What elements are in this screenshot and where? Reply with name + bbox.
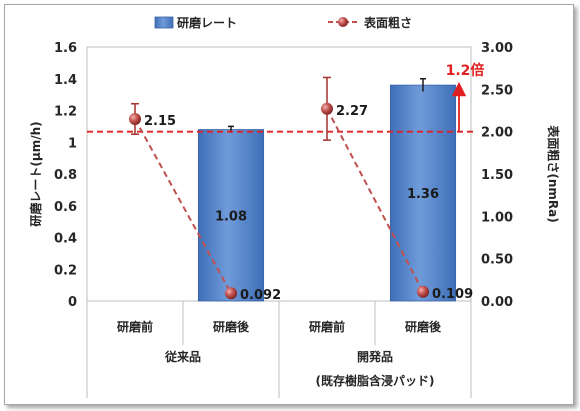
y-left-axis-title: 研磨レート(μm/h)	[28, 121, 43, 226]
y-right-tick-label: 2.00	[481, 126, 513, 141]
y-left-ticks: 0 0.2 0.4 0.6 0.8 1 1.2 1.4 1.6	[54, 41, 77, 310]
y-right-tick-label: 0.50	[481, 253, 513, 268]
y-right-tick-label: 1.00	[481, 210, 513, 225]
y-left-tick-label: 0.2	[54, 263, 77, 278]
y-left-tick-label: 0.6	[54, 200, 77, 215]
line-data-label: 0.109	[432, 287, 473, 302]
y-right-ticks: 0.00 0.50 1.00 1.50 2.00 2.50 3.00	[481, 41, 513, 310]
line-point	[321, 102, 333, 115]
legend-line-marker	[338, 17, 348, 27]
line-point	[225, 287, 237, 300]
line-segment	[134, 118, 232, 294]
legend-line-label: 表面粗さ	[363, 15, 412, 30]
y-right-tick-label: 0.00	[481, 295, 513, 310]
y-right-tick-label: 1.50	[481, 168, 513, 183]
ratio-annotation: 1.2倍	[446, 62, 485, 132]
category-label: 研磨前	[117, 319, 153, 334]
y-left-tick-label: 0.8	[54, 168, 77, 183]
line-point	[417, 285, 429, 298]
group-label: 従来品	[164, 349, 201, 364]
category-label: 研磨後	[213, 319, 250, 334]
y-left-tick-label: 1.6	[54, 41, 77, 56]
line-segment	[326, 108, 424, 293]
ratio-label: 1.2倍	[446, 62, 485, 79]
y-right-tick-label: 3.00	[481, 41, 513, 56]
group-sublabel: (既存樹脂含浸パッド)	[316, 373, 435, 388]
group-label: 開発品	[357, 349, 393, 364]
chart-frame	[4, 4, 574, 405]
line-data-label: 0.092	[240, 288, 281, 303]
category-label: 研磨後	[405, 319, 442, 334]
y-left-tick-label: 0	[68, 295, 77, 310]
category-label: 研磨前	[309, 319, 345, 334]
y-right-axis-title: 表面粗さ(nmRa)	[546, 124, 561, 222]
line-point	[129, 112, 141, 125]
line-data-label: 2.27	[336, 104, 368, 119]
y-left-tick-label: 1	[68, 136, 77, 151]
category-separators	[86, 301, 472, 398]
y-left-tick-label: 1.4	[54, 73, 77, 88]
legend-bar-swatch	[154, 16, 174, 29]
y-left-tick-label: 0.4	[54, 232, 77, 247]
y-left-tick-label: 1.2	[54, 105, 77, 120]
bar-data-label: 1.36	[407, 187, 439, 202]
bar-data-label: 1.08	[215, 209, 247, 224]
bar	[389, 84, 457, 302]
line-series: 2.15 0.092 2.27 0.109	[129, 76, 473, 303]
bar-series: 1.08 1.36	[197, 78, 457, 302]
bar	[197, 129, 265, 302]
legend-bar-label: 研磨レート	[177, 15, 237, 30]
line-data-label: 2.15	[144, 114, 176, 129]
y-right-tick-label: 2.50	[481, 83, 513, 98]
legend: 研磨レート 表面粗さ	[154, 15, 412, 30]
